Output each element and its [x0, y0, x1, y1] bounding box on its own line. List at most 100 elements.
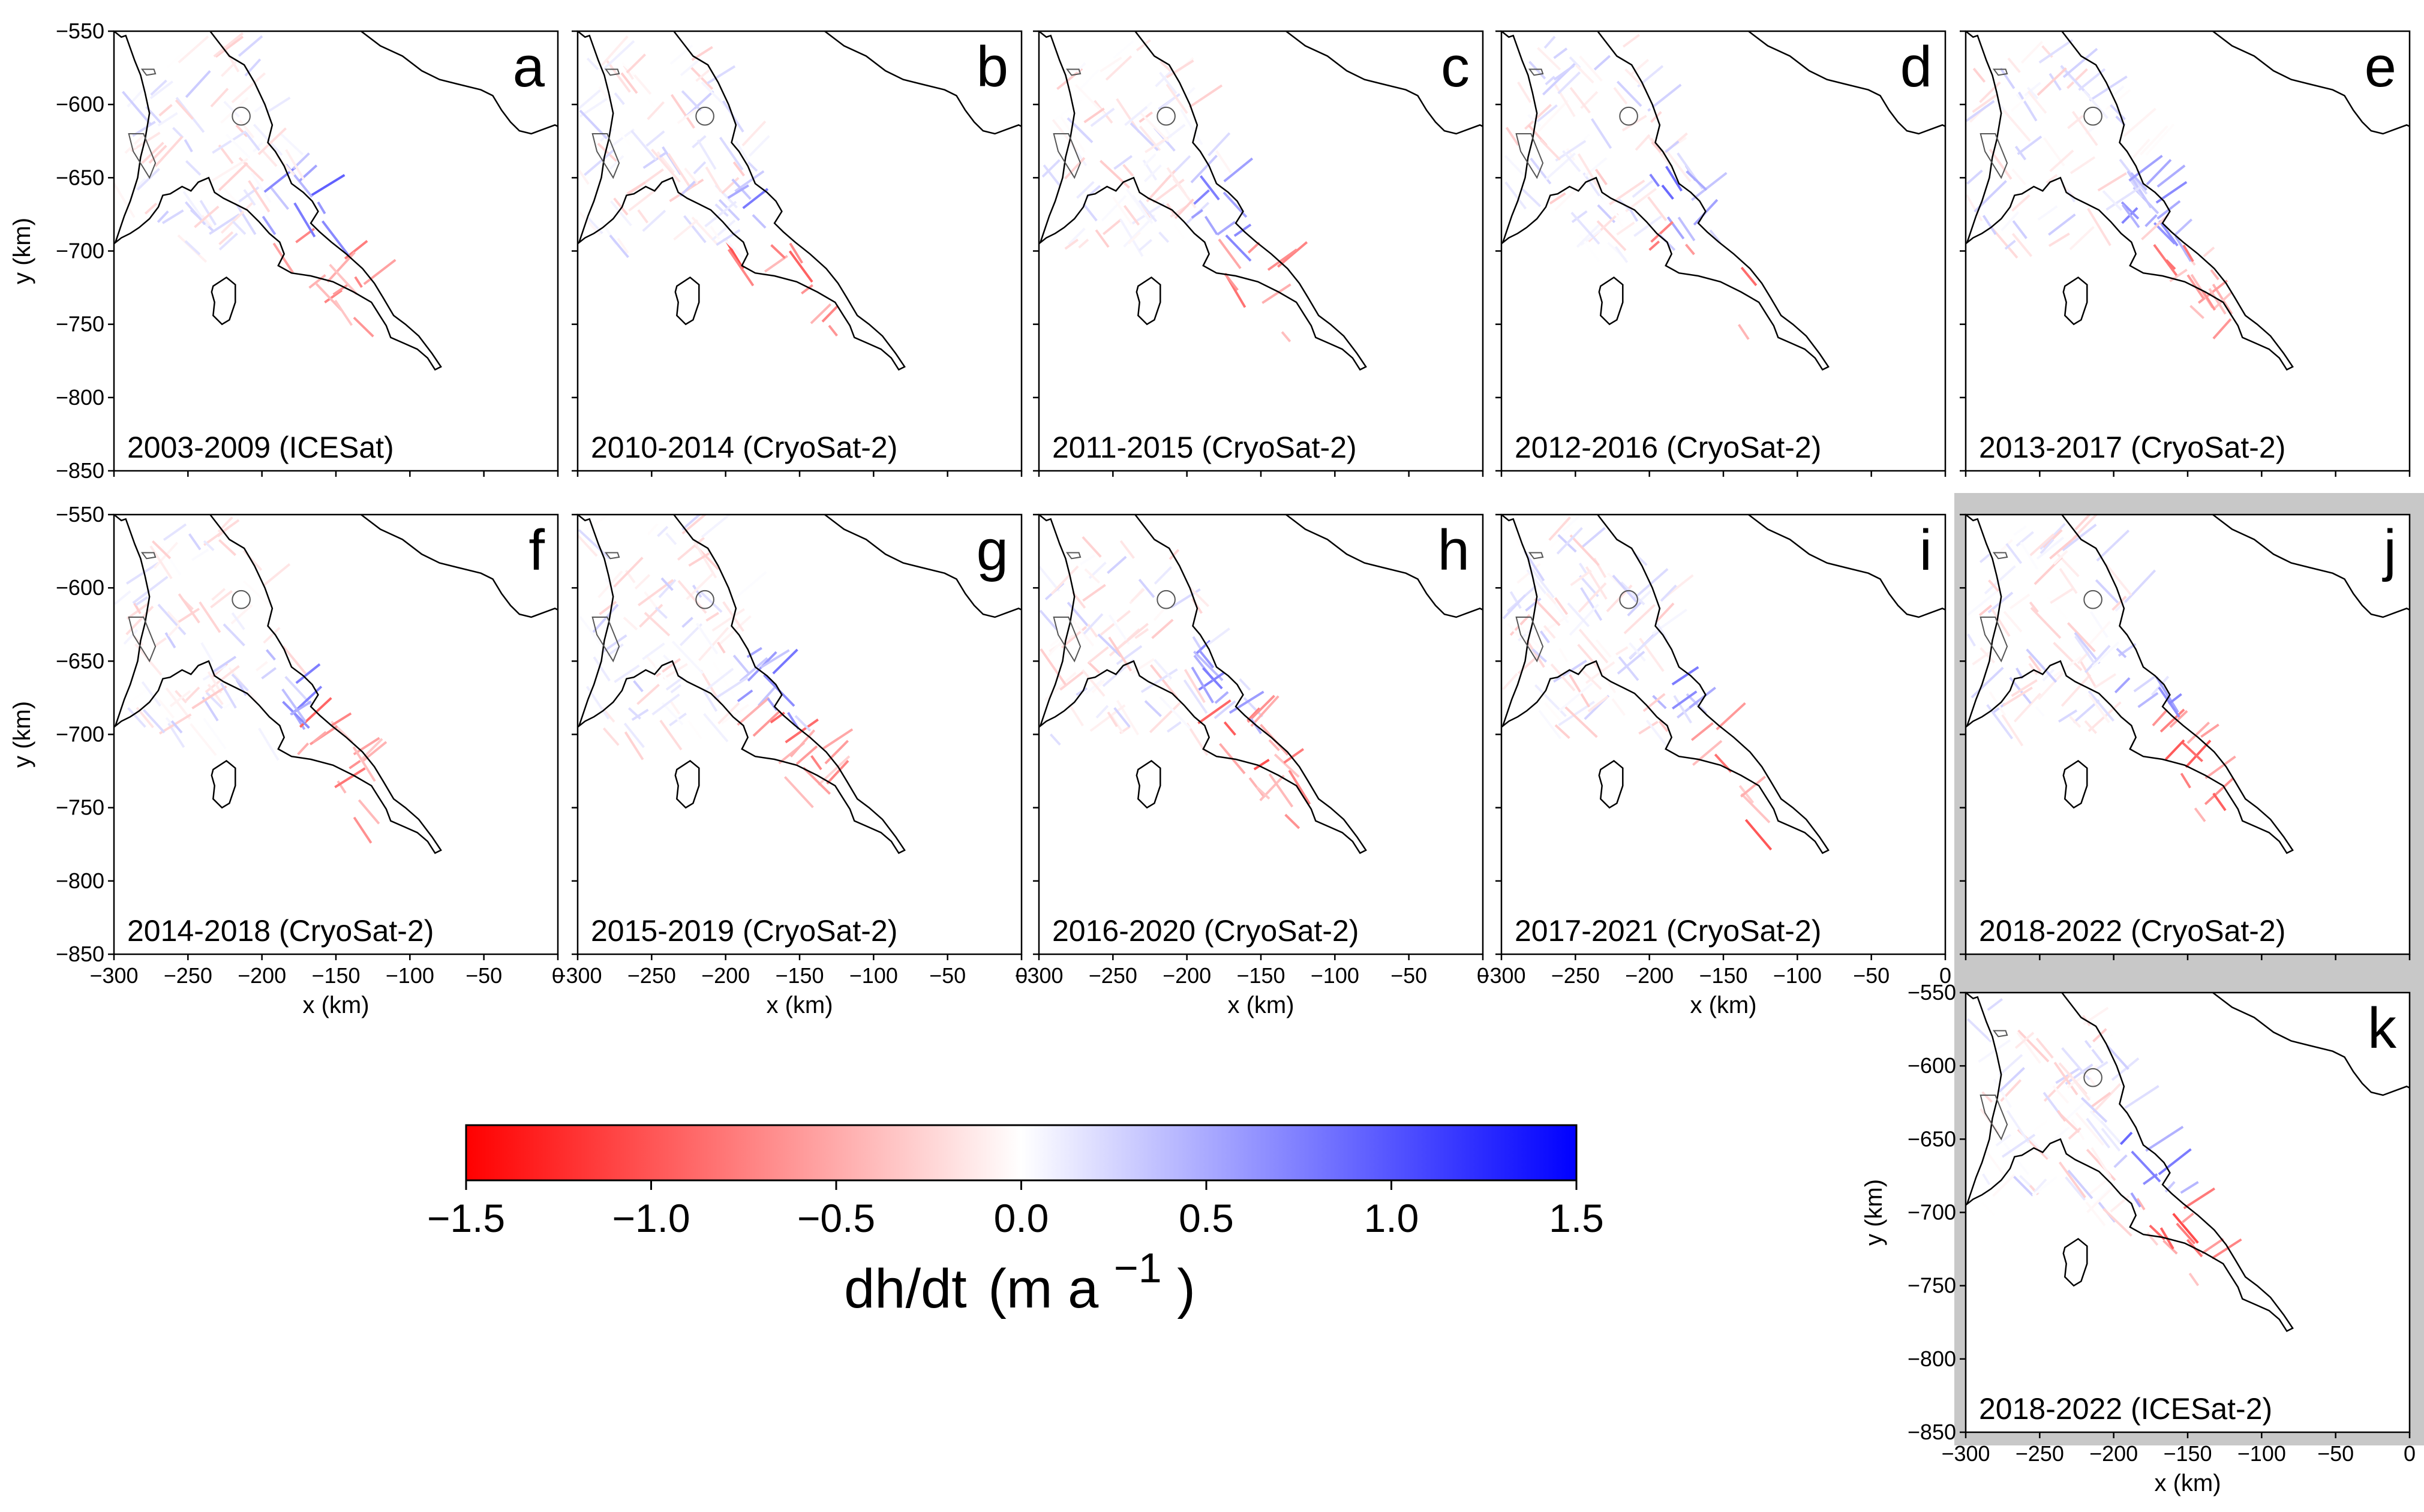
track-segment [711, 219, 736, 241]
pond-outline [1980, 133, 2008, 179]
track-segment [1992, 702, 2006, 714]
track-segment [310, 174, 346, 197]
track-segment [1197, 699, 1231, 725]
track-segment [1288, 769, 1311, 805]
coastline [114, 515, 558, 855]
track-segment [1526, 569, 1547, 594]
y-axis-label: y (km) [1861, 1179, 1887, 1246]
track-segment [2087, 690, 2115, 722]
track-segment [2106, 1044, 2129, 1070]
track-segment [1116, 645, 1143, 665]
track-segment [758, 686, 776, 707]
track-segment [200, 642, 214, 662]
track-segment [220, 202, 253, 234]
track-segment [256, 660, 268, 672]
track-segment [2064, 1095, 2092, 1122]
track-segment [2068, 1127, 2081, 1140]
track-segment [218, 232, 238, 251]
track-segment [1082, 669, 1106, 697]
track-segment [2201, 290, 2216, 311]
track-segment [2086, 1027, 2119, 1053]
panel-b: b 2010-2014 (CryoSat-2) [572, 30, 1023, 477]
track-segment [710, 226, 720, 240]
track-segment [2048, 73, 2062, 91]
panel-period-label: 2010-2014 (CryoSat-2) [591, 431, 897, 464]
track-segment [1159, 71, 1178, 94]
track-segment [1223, 721, 1236, 736]
track-segment [1166, 83, 1188, 114]
lake-outline [1157, 106, 1176, 126]
x-tick-label: −200 [1163, 963, 1211, 988]
lake-outline [695, 590, 714, 609]
colorbar-tick-label: −1.0 [612, 1196, 690, 1240]
x-tick-label: −300 [1477, 963, 1525, 988]
track-segment [2004, 239, 2016, 250]
panel-period-label: 2017-2021 (CryoSat-2) [1515, 914, 1821, 948]
track-segment [2168, 693, 2182, 705]
track-segment [248, 180, 271, 213]
track-segment [2028, 663, 2038, 675]
track-segment [2139, 125, 2168, 156]
track-segment [2119, 1131, 2133, 1146]
track-segment [130, 131, 161, 152]
track-segment [1972, 67, 1986, 83]
coastline-segment [824, 515, 1022, 618]
track-segment [2113, 85, 2125, 96]
track-segment [2053, 1062, 2078, 1096]
track-segment [626, 53, 647, 74]
track-segment [705, 612, 719, 622]
track-segment [654, 664, 672, 686]
track-segment [2037, 205, 2058, 221]
track-segment [2120, 201, 2140, 220]
panel-letter: k [2368, 996, 2397, 1060]
coastline-segment [578, 515, 906, 855]
panel-letter: e [2365, 35, 2396, 99]
track-segment [679, 181, 696, 197]
track-segment [352, 746, 376, 782]
track-segment [1623, 603, 1656, 635]
track-segment [752, 710, 782, 737]
coastline-segment [1501, 31, 1830, 371]
y-tick-label: −650 [56, 165, 104, 190]
track-segment [617, 129, 631, 146]
track-segment [1159, 696, 1191, 730]
track-segment [1533, 615, 1569, 639]
panel-letter: j [2382, 518, 2396, 582]
track-segment [1192, 636, 1202, 650]
track-segment [2066, 1065, 2098, 1089]
lake-outline [232, 590, 251, 609]
track-segment [358, 799, 380, 825]
track-segment [1119, 218, 1144, 257]
track-segment [600, 35, 629, 67]
track-segment [722, 237, 744, 258]
track-segment [144, 202, 158, 215]
track-field [1041, 39, 1308, 342]
track-segment [1139, 112, 1169, 142]
track-segment [2048, 214, 2076, 236]
coastline-segment [1966, 993, 2002, 1204]
x-tick-label: −250 [1089, 963, 1137, 988]
track-segment [1979, 553, 1990, 563]
track-segment [1591, 118, 1612, 149]
lake-outline [1619, 106, 1638, 126]
track-segment [647, 523, 659, 536]
track-segment [185, 686, 200, 702]
track-segment [1616, 221, 1635, 236]
y-tick-label: −850 [56, 458, 104, 483]
panel-a: −550 −600 −650 −700 −750 −800 −850 y (km) a 2003-… [9, 19, 559, 483]
track-segment [2003, 1141, 2029, 1176]
y-tick-label: −600 [56, 575, 104, 600]
track-segment [2208, 288, 2227, 315]
track-segment [297, 743, 310, 756]
track-segment [1993, 1078, 2013, 1108]
panel-letter: i [1920, 518, 1932, 582]
pond-outline [591, 133, 620, 179]
track-segment [677, 537, 705, 561]
panel-period-label: 2018-2022 (ICESat-2) [1979, 1392, 2272, 1426]
panel-letter: a [513, 35, 545, 99]
track-segment [1091, 680, 1106, 694]
track-segment [1652, 695, 1667, 710]
coastline-segment [578, 31, 614, 243]
track-segment [2013, 525, 2027, 536]
y-tick-label: −800 [1908, 1346, 1956, 1371]
